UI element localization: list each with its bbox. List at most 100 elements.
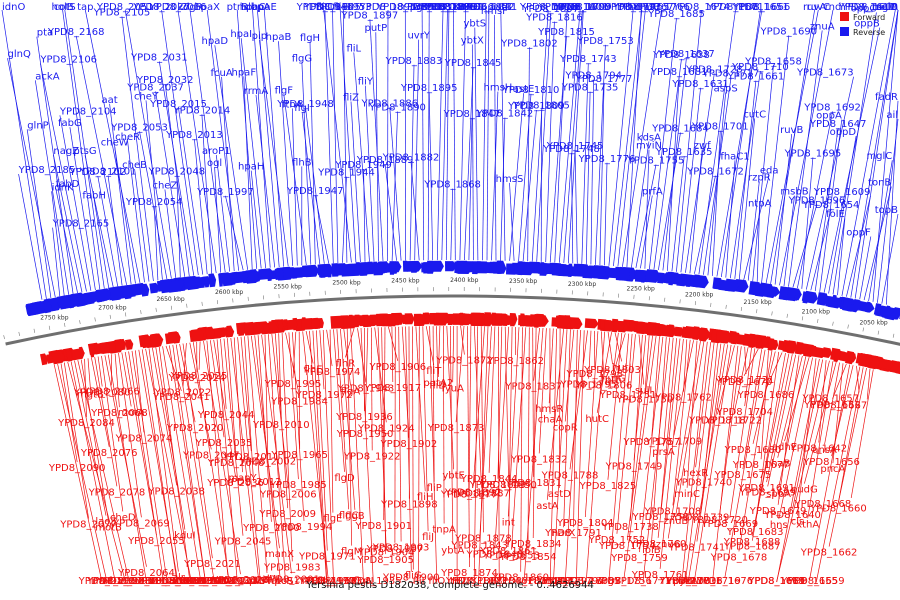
gene-leader-line: [788, 30, 823, 287]
forward-gene-arrow: [71, 348, 85, 361]
gene-label: YPD8_1670: [715, 377, 773, 388]
gene-label: pelW: [254, 574, 279, 585]
gene-label: ybtS: [464, 19, 487, 30]
gene-label: znuB: [664, 516, 689, 527]
forward-gene-arrow: [434, 313, 450, 326]
gene-label: YPD8_1687: [723, 542, 781, 553]
gene-label: YPD8_1657: [801, 394, 859, 405]
forward-gene-arrow: [495, 314, 503, 324]
gene-label: YPD8_1735: [561, 83, 619, 94]
gene-leader-line: [369, 19, 384, 262]
gene-label: YPD8_1652: [803, 400, 861, 411]
forward-strand-arrows: [40, 312, 900, 375]
gene-leader-line: [443, 325, 445, 524]
gene-label: argS: [597, 576, 620, 587]
ruler-tick: [3, 335, 5, 340]
forward-gene-arrow: [40, 353, 48, 366]
gene-label: pta: [37, 28, 53, 39]
gene-leader-line: [314, 195, 330, 264]
gene-label: YPD8_1994: [275, 522, 333, 533]
gene-label: YPD8_1640: [763, 510, 821, 521]
gene-label: aat: [102, 95, 118, 106]
gene-leader-line: [617, 9, 646, 267]
gene-label: YPD8_1902: [380, 439, 438, 450]
gene-leader-line: [165, 345, 182, 392]
gene-label: YPD8_1631: [671, 79, 729, 90]
gene-label: YPD8_1684: [651, 124, 709, 135]
gene-leader-line: [754, 351, 780, 527]
gene-leader-line: [84, 9, 141, 283]
gene-leader-line: [145, 348, 192, 583]
gene-label: astD: [548, 489, 571, 500]
gene-leader-line: [398, 326, 402, 542]
forward-gene-arrow: [684, 326, 700, 339]
gene-label: YPD8_1611: [838, 2, 896, 13]
gene-label: fabD: [56, 179, 80, 190]
gene-label: adhE: [772, 442, 797, 453]
gene-label: YPD8_2087: [86, 576, 144, 587]
gene-leader-line: [464, 67, 474, 261]
gene-label: fadR: [875, 92, 898, 103]
gene-leader-line: [364, 327, 369, 429]
gene-label: YPD8_1906: [368, 362, 426, 373]
gene-label: YPD8_2031: [130, 52, 188, 63]
gene-label: mviN: [636, 141, 662, 152]
forward-gene-arrow: [125, 339, 134, 351]
gene-label: YPD8_1799: [554, 2, 612, 13]
gene-label: pth: [605, 375, 622, 386]
reverse-gene-arrow: [204, 276, 210, 288]
gene-label: YPD8_2049: [185, 576, 243, 587]
gene-leader-line: [500, 117, 506, 261]
gene-leader-line: [153, 206, 159, 281]
gene-leader-line: [114, 353, 120, 408]
gene-leader-line: [409, 64, 415, 261]
gene-label: YPD8_2014: [173, 105, 231, 116]
gene-leader-line: [694, 175, 716, 274]
gene-leader-line: [776, 358, 820, 583]
gene-label: prfA: [642, 187, 663, 198]
gene-label: oppB: [854, 19, 880, 30]
gene-leader-line: [381, 327, 387, 555]
gene-label: YPD8_1745: [546, 141, 604, 152]
gene-label: cls: [791, 516, 805, 527]
gene-leader-line: [57, 363, 108, 583]
gene-label: ptrB: [227, 2, 248, 13]
reverse-label-lines: [1, 9, 899, 305]
gene-leader-line: [145, 100, 163, 280]
gene-leader-line: [345, 328, 355, 358]
gene-label: YPD8_1728: [685, 65, 743, 76]
gene-leader-line: [777, 355, 803, 458]
gene-label: YPD8_1691: [737, 483, 795, 494]
gene-leader-line: [644, 149, 650, 269]
gene-leader-line: [663, 337, 674, 447]
reverse-gene-arrow: [170, 280, 184, 291]
gene-label: YPD8_1801: [551, 2, 609, 13]
gene-label: cutC: [743, 109, 766, 120]
gene-label: YPD8_1675: [714, 470, 772, 481]
gene-label: YPD8_2091: [96, 576, 154, 587]
gene-label: YPD8_1739: [672, 512, 730, 523]
gene-label: YPD8_2090: [48, 463, 106, 474]
gene-leader-line: [792, 359, 824, 510]
gene-leader-line: [69, 127, 96, 291]
gene-label: hmsH: [483, 83, 512, 94]
forward-gene-arrow: [830, 347, 842, 361]
reverse-gene-arrow: [291, 268, 298, 279]
gene-label: flgM: [341, 547, 362, 558]
gene-leader-line: [472, 326, 485, 487]
gene-leader-line: [74, 360, 107, 516]
gene-label: flgD: [334, 473, 355, 484]
reverse-gene-arrow: [369, 263, 376, 274]
gene-label: YPD8_1654: [802, 200, 860, 211]
ruler-label: 2150 kbp: [743, 299, 771, 306]
gene-label: YPD8_1900: [382, 573, 440, 584]
gene-label: fliD: [429, 380, 446, 391]
forward-gene-arrow: [756, 337, 763, 349]
gene-label: YPD8_1882: [382, 152, 440, 163]
gene-leader-line: [383, 327, 386, 521]
gene-leader-line: [91, 357, 110, 447]
gene-leader-line: [828, 136, 857, 294]
gene-label: ruvC: [807, 2, 830, 13]
gene-leader-line: [815, 366, 861, 583]
gene-label: YPD8_2011: [222, 452, 280, 463]
